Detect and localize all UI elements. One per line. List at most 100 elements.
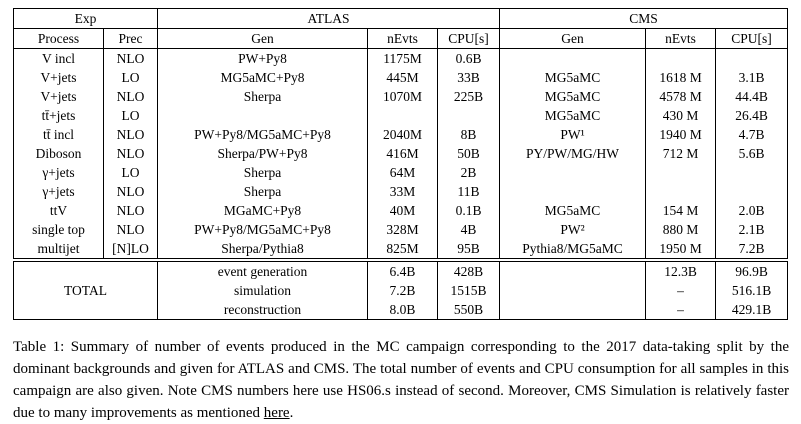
table-row: tt̄ incl NLO PW+Py8/MG5aMC+Py8 2040M 8B … xyxy=(14,125,788,144)
cell-atlas-nevts xyxy=(367,106,438,125)
col-header-atlas-gen: Gen xyxy=(157,28,368,49)
cell-atlas-cpu: 0.6B xyxy=(436,48,500,68)
total-stage: simulation xyxy=(157,281,368,300)
total-stage: event generation xyxy=(157,258,368,281)
mc-campaign-table: Exp ATLAS CMS Process Prec Gen nEvts CPU… xyxy=(13,8,789,320)
cell-process: γ+jets xyxy=(42,165,75,180)
cell-atlas-gen: Sherpa/Pythia8 xyxy=(157,239,368,260)
col-header-atlas-cpu: CPU[s] xyxy=(436,28,500,49)
cell-prec: NLO xyxy=(103,182,158,201)
cell-cms-gen: Pythia8/MG5aMC xyxy=(499,239,646,260)
cell-cms-cpu: 5.6B xyxy=(715,144,788,163)
cell-prec: NLO xyxy=(103,48,158,68)
cell-atlas-nevts: 40M xyxy=(367,201,438,220)
cell-atlas-cpu: 8B xyxy=(436,125,500,144)
total-atlas-nevts: 6.4B xyxy=(367,258,438,281)
cell-cms-nevts: 1950 M xyxy=(645,239,716,260)
col-header-prec: Prec xyxy=(103,28,158,49)
column-header-row: Process Prec Gen nEvts CPU[s] Gen nEvts … xyxy=(13,28,788,49)
group-header-exp: Exp xyxy=(13,8,158,29)
cell-cms-cpu: 44.4B xyxy=(715,87,788,106)
total-atlas-nevts: 7.2B xyxy=(367,281,438,300)
caption-period: . xyxy=(289,405,294,421)
total-atlas-cpu: 428B xyxy=(436,258,500,281)
cell-atlas-cpu: 4B xyxy=(436,220,500,239)
table-row: ttV NLO MGaMC+Py8 40M 0.1B MG5aMC 154 M … xyxy=(14,201,788,220)
group-header-atlas: ATLAS xyxy=(156,8,500,29)
cell-atlas-cpu: 225B xyxy=(436,87,500,106)
group-header-row: Exp ATLAS CMS xyxy=(13,8,788,29)
col-header-cms-gen: Gen xyxy=(499,28,646,49)
cell-cms-nevts: 4578 M xyxy=(645,87,716,106)
cell-cms-gen: MG5aMC xyxy=(499,87,646,106)
cell-atlas-cpu: 11B xyxy=(436,182,500,201)
cell-atlas-gen: PW+Py8 xyxy=(157,48,368,68)
cell-prec: NLO xyxy=(103,125,158,144)
cell-cms-cpu: 3.1B xyxy=(715,68,788,87)
table-row: γ+jets LO Sherpa 64M 2B xyxy=(14,163,788,182)
cell-cms-nevts: 1618 M xyxy=(645,68,716,87)
cell-process: tt̄ incl xyxy=(42,127,75,142)
cell-process: V+jets xyxy=(40,89,77,104)
cell-atlas-nevts: 1175M xyxy=(367,48,438,68)
col-header-cms-nevts: nEvts xyxy=(645,28,716,49)
cell-atlas-gen: Sherpa xyxy=(157,163,368,182)
cell-cms-nevts: 154 M xyxy=(645,201,716,220)
caption-link-here[interactable]: here xyxy=(263,405,290,421)
cell-process: multijet xyxy=(37,241,80,256)
group-header-cms: CMS xyxy=(499,8,788,29)
cell-atlas-cpu: 33B xyxy=(436,68,500,87)
cell-cms-cpu: 2.1B xyxy=(715,220,788,239)
total-atlas-cpu: 550B xyxy=(436,300,500,320)
total-cms-gen xyxy=(499,281,646,300)
total-cms-nevts: – xyxy=(645,300,716,320)
cell-cms-nevts: 880 M xyxy=(645,220,716,239)
cell-cms-gen xyxy=(499,48,646,68)
col-header-atlas-nevts: nEvts xyxy=(367,28,438,49)
cell-cms-gen: MG5aMC xyxy=(499,201,646,220)
cell-process: γ+jets xyxy=(42,184,75,199)
cell-cms-nevts xyxy=(645,182,716,201)
total-cms-cpu: 96.9B xyxy=(715,258,788,281)
cell-prec: NLO xyxy=(103,144,158,163)
cell-cms-nevts xyxy=(645,48,716,68)
table-row: γ+jets NLO Sherpa 33M 11B xyxy=(14,182,788,201)
cell-atlas-cpu: 50B xyxy=(436,144,500,163)
cell-atlas-nevts: 328M xyxy=(367,220,438,239)
table-row: V+jets LO MG5aMC+Py8 445M 33B MG5aMC 161… xyxy=(14,68,788,87)
cell-prec: NLO xyxy=(103,201,158,220)
cell-cms-gen xyxy=(499,182,646,201)
total-cms-gen xyxy=(499,300,646,320)
cell-cms-cpu: 4.7B xyxy=(715,125,788,144)
cell-process: V incl xyxy=(41,51,76,66)
cell-atlas-cpu: 95B xyxy=(436,239,500,260)
cell-prec: LO xyxy=(103,106,158,125)
cell-cms-nevts: 430 M xyxy=(645,106,716,125)
cell-prec: NLO xyxy=(103,87,158,106)
total-cms-cpu: 516.1B xyxy=(715,281,788,300)
table-row: V+jets NLO Sherpa 1070M 225B MG5aMC 4578… xyxy=(14,87,788,106)
cell-atlas-gen: Sherpa/PW+Py8 xyxy=(157,144,368,163)
total-cms-cpu: 429.1B xyxy=(715,300,788,320)
cell-cms-cpu: 26.4B xyxy=(715,106,788,125)
total-cms-nevts: – xyxy=(645,281,716,300)
cell-atlas-gen: Sherpa xyxy=(157,87,368,106)
col-header-cms-cpu: CPU[s] xyxy=(715,28,788,49)
cell-cms-cpu xyxy=(715,163,788,182)
cell-atlas-nevts: 825M xyxy=(367,239,438,260)
cell-cms-gen xyxy=(499,163,646,182)
total-atlas-nevts: 8.0B xyxy=(367,300,438,320)
cell-process: tt̄+jets xyxy=(41,108,76,123)
total-cms-gen xyxy=(499,258,646,281)
cell-prec: LO xyxy=(103,68,158,87)
cell-cms-gen: PW² xyxy=(499,220,646,239)
cell-atlas-gen: PW+Py8/MG5aMC+Py8 xyxy=(157,220,368,239)
cell-process: single top xyxy=(32,222,85,237)
total-atlas-cpu: 1515B xyxy=(436,281,500,300)
cell-atlas-nevts: 2040M xyxy=(367,125,438,144)
table-row: V incl NLO PW+Py8 1175M 0.6B xyxy=(14,48,788,68)
table-caption: Table 1: Summary of number of events pro… xyxy=(13,336,789,424)
cell-atlas-cpu: 0.1B xyxy=(436,201,500,220)
cell-prec: LO xyxy=(103,163,158,182)
cell-cms-cpu xyxy=(715,48,788,68)
